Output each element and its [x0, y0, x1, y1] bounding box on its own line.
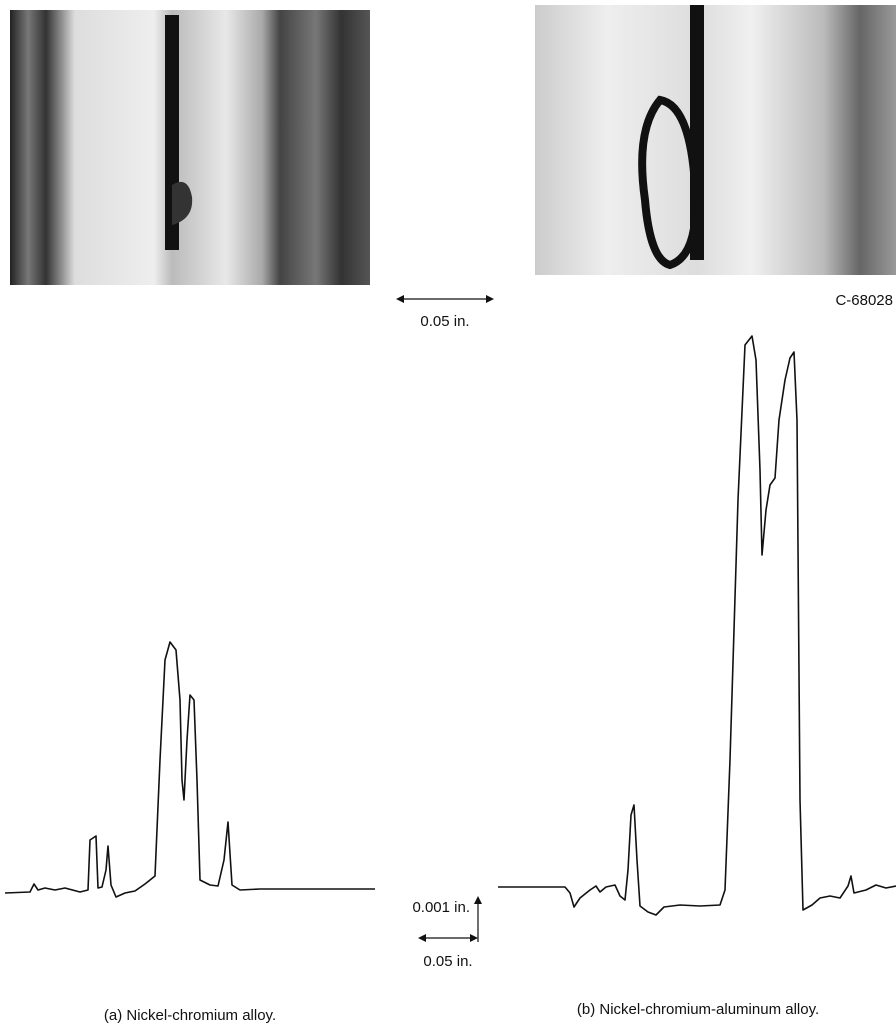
profile-vertical-scale: 0.001 in. — [412, 899, 470, 916]
caption-b: (b) Nickel-chromium-aluminum alloy. — [577, 1001, 819, 1018]
photo-a — [10, 10, 370, 285]
photo-scale-arrow — [396, 295, 494, 303]
profile-horizontal-scale: 0.05 in. — [423, 953, 472, 970]
photo-scale-label: 0.05 in. — [420, 313, 469, 330]
profile-trace-a — [4, 641, 375, 898]
profile-scale-arrows — [418, 896, 482, 942]
profile-trace-b — [498, 335, 896, 916]
caption-a: (a) Nickel-chromium alloy. — [104, 1007, 276, 1024]
photo-b — [535, 5, 896, 275]
photo-id: C-68028 — [835, 292, 893, 309]
